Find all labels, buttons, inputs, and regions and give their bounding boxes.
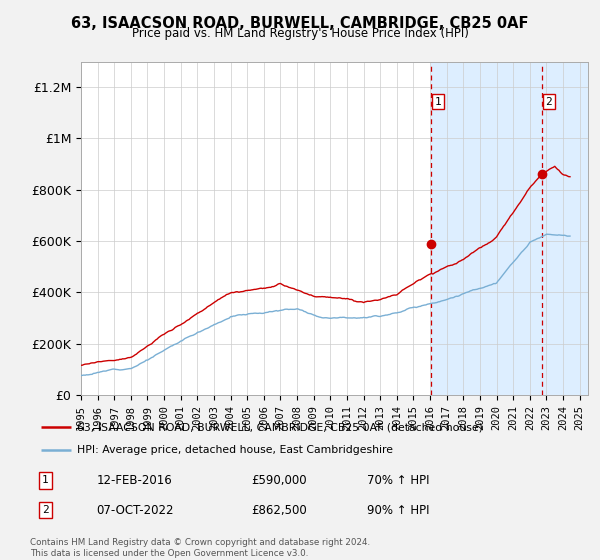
Text: HPI: Average price, detached house, East Cambridgeshire: HPI: Average price, detached house, East… <box>77 445 393 455</box>
Text: £862,500: £862,500 <box>251 503 307 517</box>
Text: 63, ISAACSON ROAD, BURWELL, CAMBRIDGE, CB25 0AF (detached house): 63, ISAACSON ROAD, BURWELL, CAMBRIDGE, C… <box>77 422 483 432</box>
Text: 12-FEB-2016: 12-FEB-2016 <box>96 474 172 487</box>
Text: 2: 2 <box>545 96 553 106</box>
Text: 70% ↑ HPI: 70% ↑ HPI <box>367 474 429 487</box>
Text: 2: 2 <box>42 505 49 515</box>
Text: 1: 1 <box>42 475 49 486</box>
Text: 90% ↑ HPI: 90% ↑ HPI <box>367 503 429 517</box>
Text: 07-OCT-2022: 07-OCT-2022 <box>96 503 174 517</box>
Bar <box>431 62 588 395</box>
Text: Price paid vs. HM Land Registry's House Price Index (HPI): Price paid vs. HM Land Registry's House … <box>131 27 469 40</box>
Text: Contains HM Land Registry data © Crown copyright and database right 2024.
This d: Contains HM Land Registry data © Crown c… <box>30 538 370 558</box>
Text: £590,000: £590,000 <box>251 474 307 487</box>
Text: 1: 1 <box>435 96 442 106</box>
Text: 63, ISAACSON ROAD, BURWELL, CAMBRIDGE, CB25 0AF: 63, ISAACSON ROAD, BURWELL, CAMBRIDGE, C… <box>71 16 529 31</box>
